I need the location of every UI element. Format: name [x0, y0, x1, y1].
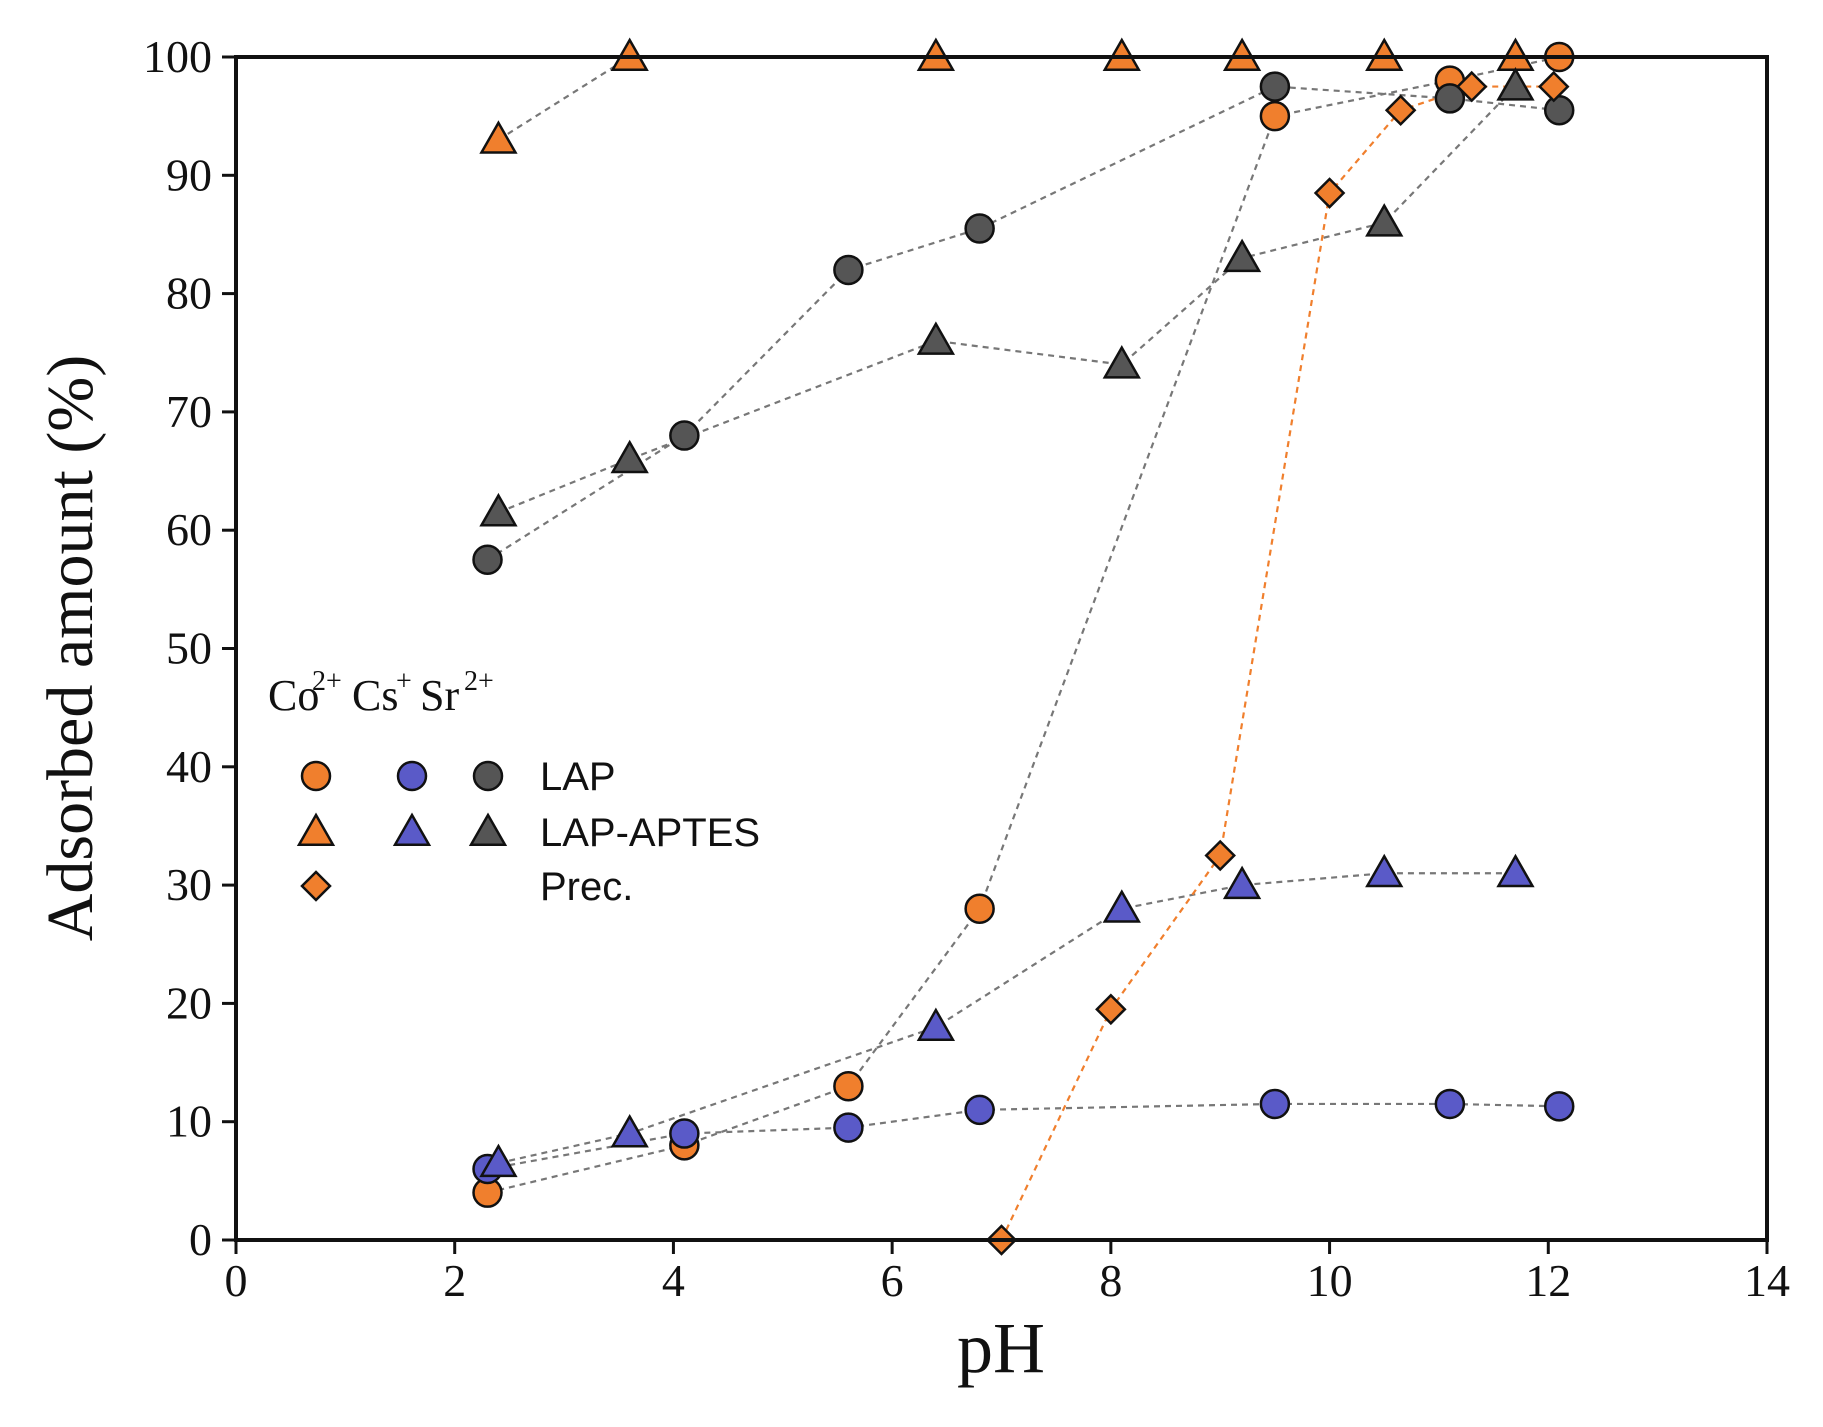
- point-co-triangle: [610, 37, 649, 71]
- point-cs-circle: [1543, 1091, 1575, 1122]
- plot-frame: [234, 55, 1769, 1242]
- point-co-triangle: [1496, 37, 1535, 71]
- x-tick-label: 12: [1525, 1255, 1571, 1306]
- y-axis-title: Adsorbed amount (%): [34, 355, 107, 942]
- point-cs-triangle: [1102, 889, 1141, 923]
- point-sr-circle: [1259, 71, 1291, 102]
- point-co-diamond: [1313, 177, 1346, 209]
- point-cs-triangle: [1222, 865, 1262, 900]
- x-axis-title: pH: [957, 1308, 1045, 1388]
- point-cs-triangle: [916, 1007, 956, 1042]
- series-line-cs-lap: [487, 1102, 1560, 1171]
- y-tick-label: 50: [166, 623, 212, 674]
- y-tick-label: 90: [166, 149, 212, 200]
- legend-ion-header: Cs: [352, 671, 398, 720]
- point-co-triangle: [916, 37, 956, 71]
- point-co-diamond: [1455, 70, 1488, 103]
- point-sr-triangle: [1496, 67, 1535, 101]
- legend-marker-co-circle: [300, 760, 332, 792]
- legend-ion-charge: +: [396, 666, 412, 697]
- y-tick-label: 60: [166, 504, 212, 555]
- point-cs-circle: [1434, 1088, 1466, 1120]
- legend-ion-charge: 2+: [464, 666, 494, 697]
- x-tick-label: 4: [662, 1255, 685, 1306]
- x-tick-label: 2: [443, 1255, 466, 1306]
- point-cs-circle: [669, 1118, 700, 1149]
- y-tick-label: 80: [166, 268, 212, 319]
- legend-marker-sr-triangle: [468, 812, 508, 846]
- y-tick-label: 70: [166, 386, 212, 437]
- point-co-triangle: [1102, 37, 1141, 71]
- y-tick-label: 100: [143, 31, 212, 82]
- point-co-triangle: [1222, 37, 1262, 71]
- y-tick-label: 10: [166, 1096, 212, 1147]
- x-tick-label: 14: [1744, 1255, 1790, 1306]
- point-cs-triangle: [479, 1143, 518, 1178]
- point-sr-triangle: [1365, 203, 1404, 237]
- point-cs-triangle: [610, 1114, 649, 1148]
- legend-marker-co-diamond: [300, 870, 332, 902]
- point-cs-circle: [964, 1094, 995, 1126]
- legend-label: LAP: [540, 755, 616, 799]
- legend-marker-cs-triangle: [392, 812, 432, 846]
- point-sr-circle: [669, 420, 700, 451]
- point-sr-circle: [833, 254, 864, 286]
- x-tick-label: 10: [1307, 1255, 1353, 1306]
- point-sr-triangle: [916, 321, 956, 355]
- point-co-triangle: [1365, 37, 1404, 71]
- series-line-sr2-lap: [486, 85, 1560, 561]
- point-sr-triangle: [479, 492, 518, 527]
- point-sr-circle: [472, 544, 503, 576]
- point-cs-triangle: [1365, 853, 1404, 888]
- legend-ion-header: Sr: [420, 671, 459, 720]
- point-co-circle: [1259, 100, 1291, 132]
- axes: 0 2 4 6 8 10 12 14 0 10 20 30 40 50 60 70 80 90 100: [143, 31, 1790, 1306]
- x-tick-label: 8: [1099, 1255, 1122, 1306]
- point-sr-circle: [1434, 83, 1466, 114]
- point-sr-triangle: [610, 439, 649, 474]
- legend-label: LAP-APTES: [540, 811, 760, 855]
- point-cs-circle: [833, 1112, 864, 1143]
- point-co-circle: [833, 1070, 864, 1102]
- point-co-diamond: [1095, 993, 1127, 1026]
- y-tick-label: 20: [166, 977, 212, 1028]
- point-sr-circle: [964, 213, 995, 244]
- x-tick-label: 6: [881, 1255, 904, 1306]
- legend-ion-charge: 2+: [312, 666, 342, 697]
- point-cs-triangle: [1496, 853, 1535, 888]
- point-co-diamond: [1204, 839, 1236, 872]
- legend-marker-cs-circle: [396, 760, 428, 792]
- y-tick-label: 40: [166, 741, 212, 792]
- series-line-co2-prec-: [1000, 85, 1554, 1241]
- series-line-sr2-lap-aptes: [498, 85, 1517, 514]
- point-sr-triangle: [1102, 345, 1141, 379]
- legend-marker-co-triangle: [296, 812, 336, 846]
- legend-marker-sr-circle: [472, 760, 504, 792]
- point-co-diamond: [1384, 94, 1417, 127]
- y-tick-label: 30: [166, 859, 212, 910]
- point-co-diamond: [1537, 70, 1570, 103]
- point-cs-circle: [1259, 1088, 1291, 1120]
- point-sr-triangle: [1222, 238, 1262, 273]
- x-tick-label: 0: [225, 1255, 248, 1306]
- legend-ion-header: Co: [268, 671, 319, 720]
- point-co-circle: [964, 893, 995, 925]
- legend-label: Prec.: [540, 865, 633, 909]
- series-line-co2-lap: [487, 55, 1560, 1194]
- series-line-cs-lap-aptes: [498, 872, 1516, 1165]
- point-sr-circle: [1543, 94, 1575, 126]
- series-markers: [472, 37, 1575, 1256]
- y-tick-label: 0: [189, 1214, 212, 1265]
- point-co-triangle: [479, 120, 518, 154]
